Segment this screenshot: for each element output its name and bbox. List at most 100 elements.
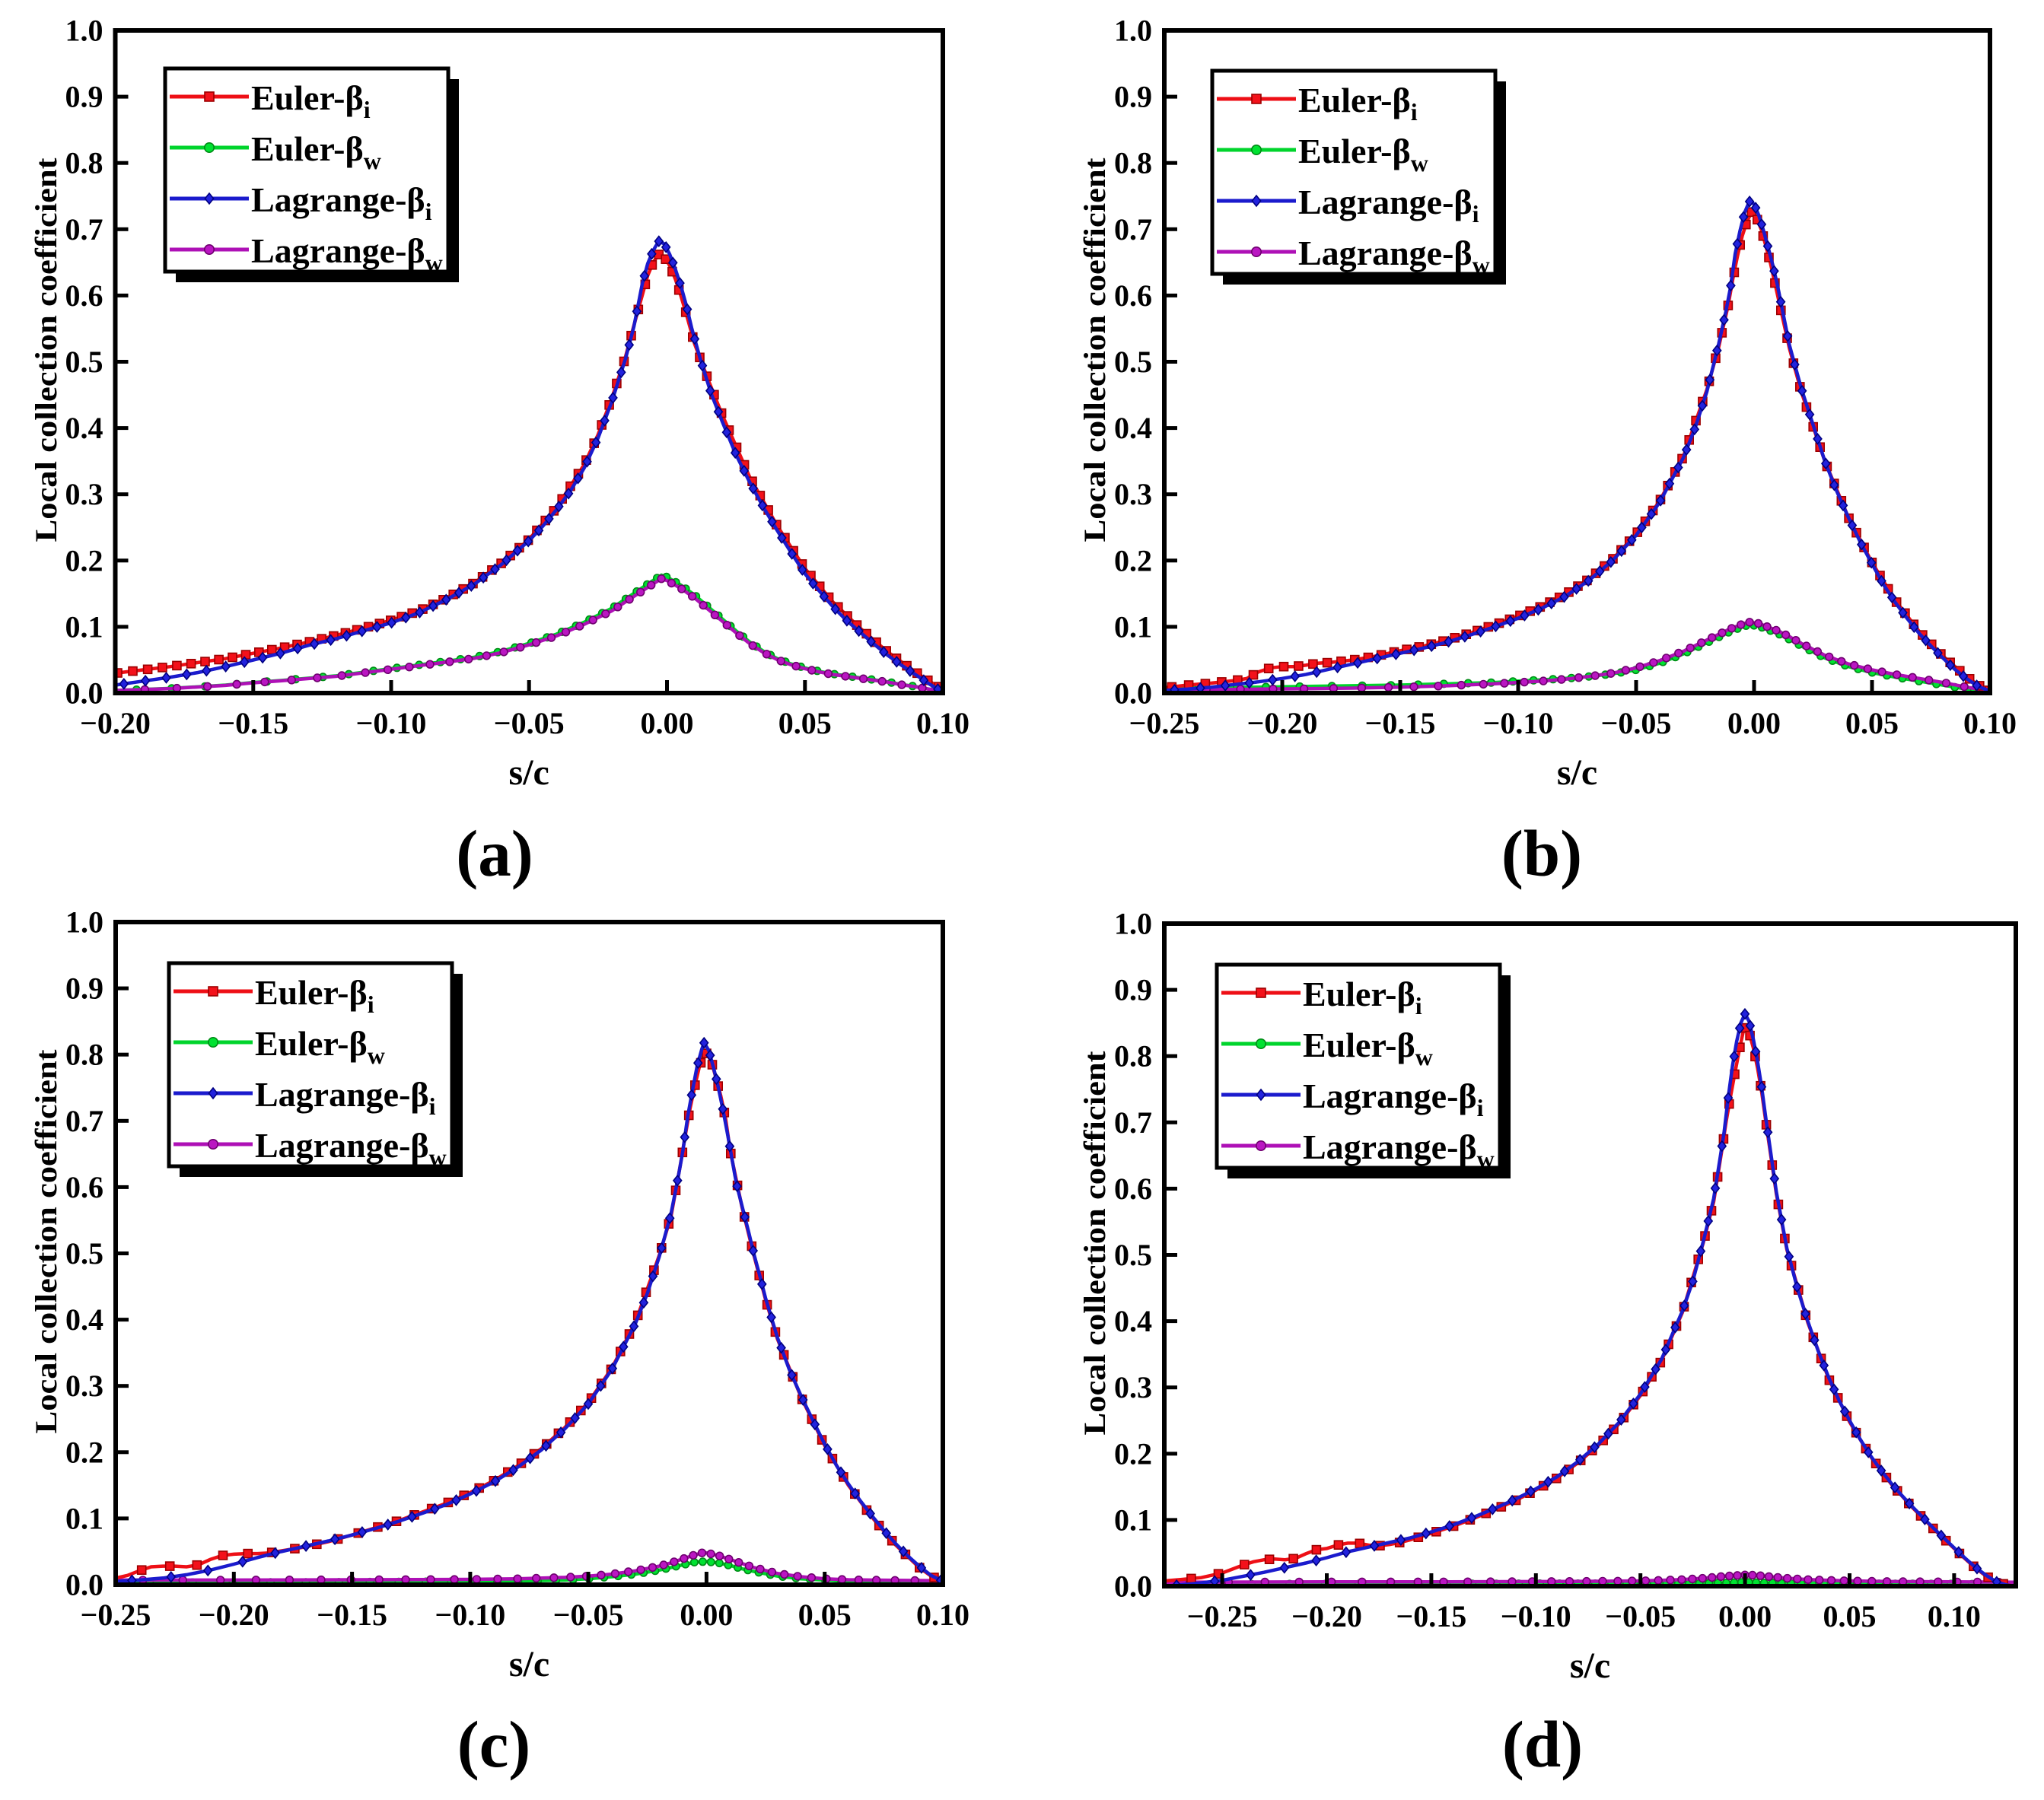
svg-text:Euler-βi: Euler-βi (1298, 81, 1418, 126)
svg-text:−0.20: −0.20 (80, 706, 151, 740)
svg-text:−0.25: −0.25 (81, 1598, 151, 1632)
svg-text:0.0: 0.0 (65, 1568, 103, 1602)
svg-text:0.00: 0.00 (1718, 1599, 1772, 1633)
svg-text:Local collection coefficient: Local collection coefficient (1078, 157, 1112, 542)
svg-text:−0.20: −0.20 (1247, 706, 1318, 740)
svg-text:Lagrange-βi: Lagrange-βi (1303, 1077, 1484, 1121)
svg-text:0.1: 0.1 (65, 1501, 103, 1535)
svg-text:Euler-βi: Euler-βi (255, 973, 374, 1018)
svg-text:0.05: 0.05 (798, 1598, 852, 1632)
svg-text:0.8: 0.8 (1114, 1039, 1152, 1073)
svg-text:0.9: 0.9 (65, 80, 103, 114)
svg-text:−0.20: −0.20 (1291, 1599, 1362, 1633)
svg-text:0.10: 0.10 (916, 1598, 969, 1632)
svg-text:Lagrange-βw: Lagrange-βw (251, 231, 443, 276)
svg-text:0.4: 0.4 (1114, 411, 1152, 445)
svg-text:0.4: 0.4 (65, 1302, 103, 1337)
svg-text:0.2: 0.2 (1114, 543, 1152, 577)
svg-text:0.00: 0.00 (1727, 706, 1781, 740)
svg-text:−0.15: −0.15 (1365, 706, 1436, 740)
svg-text:Local collection coefficient: Local collection coefficient (29, 157, 63, 542)
svg-text:0.9: 0.9 (1114, 80, 1152, 114)
svg-text:Euler-βw: Euler-βw (251, 129, 381, 174)
svg-text:0.7: 0.7 (65, 212, 103, 246)
svg-text:0.5: 0.5 (1114, 1238, 1152, 1272)
svg-text:s/c: s/c (509, 752, 549, 793)
svg-text:−0.20: −0.20 (199, 1598, 269, 1632)
svg-text:s/c: s/c (1557, 752, 1597, 793)
svg-text:−0.05: −0.05 (1605, 1599, 1676, 1633)
svg-text:0.05: 0.05 (1823, 1599, 1877, 1633)
svg-text:0.2: 0.2 (65, 543, 103, 577)
svg-text:Lagrange-βw: Lagrange-βw (1298, 234, 1490, 278)
svg-text:s/c: s/c (1570, 1646, 1610, 1686)
svg-text:0.7: 0.7 (1114, 1105, 1152, 1140)
svg-text:1.0: 1.0 (1114, 14, 1152, 48)
svg-text:Euler-βw: Euler-βw (255, 1024, 385, 1069)
svg-text:Lagrange-βi: Lagrange-βi (1298, 183, 1479, 227)
svg-text:0.05: 0.05 (1845, 706, 1899, 740)
svg-text:0.2: 0.2 (65, 1435, 103, 1469)
svg-text:0.5: 0.5 (1114, 345, 1152, 379)
svg-text:0.9: 0.9 (1114, 973, 1152, 1007)
svg-text:0.6: 0.6 (65, 278, 103, 313)
svg-text:1.0: 1.0 (1114, 907, 1152, 941)
svg-text:−0.10: −0.10 (1483, 706, 1554, 740)
svg-text:0.6: 0.6 (1114, 1172, 1152, 1206)
svg-text:Lagrange-βi: Lagrange-βi (255, 1075, 436, 1120)
svg-text:0.1: 0.1 (1114, 609, 1152, 644)
svg-text:Euler-βi: Euler-βi (251, 78, 371, 123)
svg-text:0.8: 0.8 (65, 1038, 103, 1072)
svg-text:0.10: 0.10 (1928, 1599, 1981, 1633)
svg-text:0.3: 0.3 (1114, 1370, 1152, 1404)
svg-text:0.9: 0.9 (65, 972, 103, 1006)
svg-text:−0.15: −0.15 (218, 706, 288, 740)
svg-text:−0.25: −0.25 (1129, 706, 1200, 740)
svg-text:−0.05: −0.05 (553, 1598, 624, 1632)
svg-text:s/c: s/c (509, 1644, 549, 1684)
svg-text:Euler-βw: Euler-βw (1303, 1026, 1433, 1070)
svg-text:−0.10: −0.10 (1501, 1599, 1571, 1633)
svg-text:0.5: 0.5 (65, 345, 103, 379)
svg-text:0.6: 0.6 (1114, 278, 1152, 313)
svg-text:0.00: 0.00 (680, 1598, 733, 1632)
svg-text:(b): (b) (1501, 816, 1582, 890)
svg-text:0.8: 0.8 (1114, 146, 1152, 180)
svg-text:0.4: 0.4 (1114, 1304, 1152, 1338)
svg-text:0.8: 0.8 (65, 146, 103, 180)
svg-text:1.0: 1.0 (65, 14, 103, 48)
svg-text:Lagrange-βw: Lagrange-βw (255, 1126, 447, 1171)
svg-text:0.3: 0.3 (1114, 477, 1152, 511)
svg-text:0.7: 0.7 (1114, 212, 1152, 246)
svg-text:0.00: 0.00 (641, 706, 694, 740)
svg-text:0.1: 0.1 (1114, 1503, 1152, 1537)
svg-text:0.6: 0.6 (65, 1170, 103, 1204)
svg-text:0.5: 0.5 (65, 1236, 103, 1270)
svg-text:0.0: 0.0 (65, 676, 103, 711)
svg-text:0.10: 0.10 (1963, 706, 2017, 740)
svg-text:0.1: 0.1 (65, 609, 103, 644)
svg-text:0.3: 0.3 (65, 477, 103, 511)
svg-text:(a): (a) (456, 816, 533, 890)
svg-text:0.0: 0.0 (1114, 1569, 1152, 1604)
svg-text:Local collection coefficient: Local collection coefficient (29, 1049, 63, 1434)
svg-text:−0.15: −0.15 (317, 1598, 387, 1632)
svg-text:−0.05: −0.05 (1601, 706, 1672, 740)
svg-text:Euler-βi: Euler-βi (1303, 975, 1422, 1019)
svg-text:−0.10: −0.10 (435, 1598, 506, 1632)
svg-text:Euler-βw: Euler-βw (1298, 132, 1428, 177)
svg-text:−0.10: −0.10 (356, 706, 427, 740)
svg-text:1.0: 1.0 (65, 905, 103, 940)
svg-text:(d): (d) (1502, 1707, 1583, 1781)
svg-text:0.3: 0.3 (65, 1369, 103, 1403)
svg-text:0.05: 0.05 (778, 706, 832, 740)
svg-text:0.0: 0.0 (1114, 676, 1152, 711)
svg-text:−0.15: −0.15 (1396, 1599, 1467, 1633)
svg-text:0.2: 0.2 (1114, 1436, 1152, 1471)
svg-text:0.10: 0.10 (916, 706, 969, 740)
svg-text:0.7: 0.7 (65, 1104, 103, 1138)
svg-text:−0.25: −0.25 (1187, 1599, 1258, 1633)
svg-text:Lagrange-βi: Lagrange-βi (251, 180, 432, 225)
svg-text:(c): (c) (457, 1707, 531, 1781)
svg-text:Lagrange-βw: Lagrange-βw (1303, 1127, 1495, 1172)
